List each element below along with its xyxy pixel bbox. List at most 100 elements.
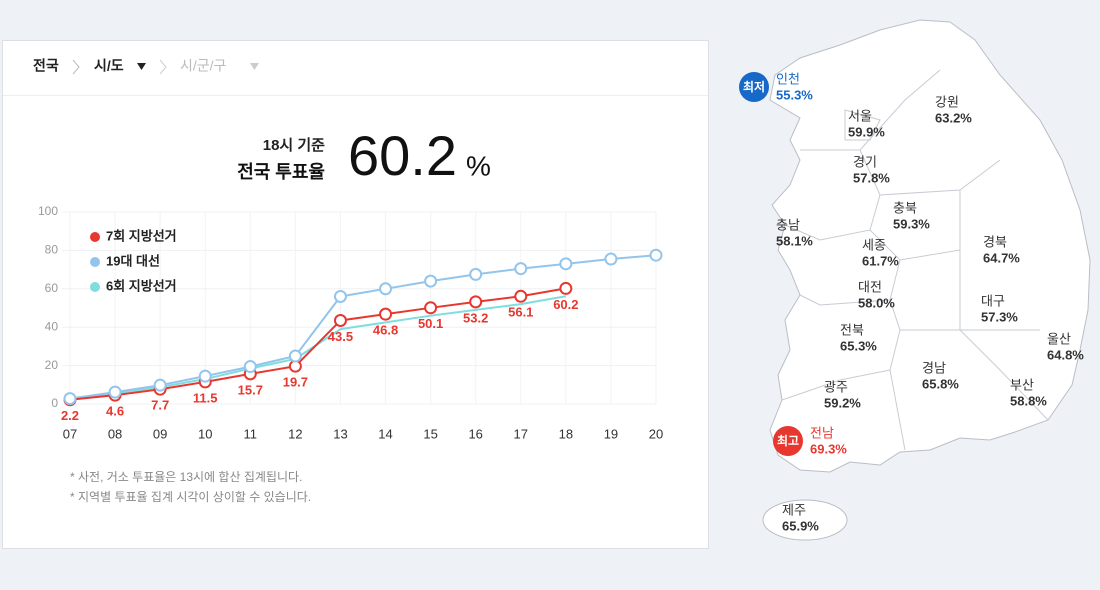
point (333, 289, 347, 303)
y-tick-label: 40 (45, 319, 59, 333)
data-label: 4.6 (106, 404, 124, 419)
note: * 지역별 투표율 집계 시각이 상이할 수 있습니다. (70, 490, 311, 504)
jeju-island (762, 499, 848, 541)
data-label: 43.5 (328, 329, 353, 344)
region-name: 충북 (893, 200, 917, 215)
x-tick-label: 10 (198, 426, 212, 441)
x-tick-label: 16 (468, 426, 482, 441)
point (514, 289, 528, 303)
point (153, 378, 167, 392)
region-turnout: 58.8% (1010, 393, 1047, 408)
region-name: 세종 (862, 237, 886, 252)
point (424, 274, 438, 288)
region-name: 충남 (776, 217, 800, 232)
region-turnout: 61.7% (862, 253, 899, 268)
headline-label: 전국 투표율 (237, 162, 325, 182)
point (559, 281, 573, 295)
x-tick-label: 11 (244, 426, 258, 441)
region-turnout: 64.7% (983, 250, 1020, 265)
legend-label: 19대 대선 (106, 253, 160, 268)
breadcrumb-province[interactable]: 시/도 (94, 58, 124, 74)
region-name: 대구 (981, 293, 1005, 308)
point (604, 252, 618, 266)
region-name: 경북 (983, 234, 1007, 249)
region-name: 울산 (1047, 331, 1071, 346)
region-turnout: 59.3% (893, 216, 930, 231)
point (63, 392, 77, 406)
x-tick-label: 14 (378, 426, 392, 441)
region-name: 인천 (776, 71, 800, 86)
region-turnout: 65.8% (922, 376, 959, 391)
y-tick-label: 100 (38, 204, 58, 218)
data-label: 2.2 (61, 408, 79, 423)
point (559, 257, 573, 271)
region-turnout: 65.9% (782, 518, 819, 533)
note: * 사전, 거소 투표율은 13시에 합산 집계됩니다. (70, 470, 302, 484)
data-label: 46.8 (373, 323, 398, 338)
region-turnout: 69.3% (810, 441, 847, 456)
point (649, 248, 663, 262)
x-tick-label: 12 (288, 426, 302, 441)
badge (739, 72, 769, 102)
region-turnout: 65.3% (840, 338, 877, 353)
point (514, 262, 528, 276)
data-label: 19.7 (283, 375, 308, 390)
dropdown-arrow (250, 63, 259, 70)
region-name: 경기 (853, 154, 877, 169)
data-label: 60.2 (553, 297, 578, 312)
point (469, 267, 483, 281)
headline-time: 18시 기준 (263, 137, 325, 154)
x-tick-label: 09 (153, 426, 167, 441)
region-turnout: 59.2% (824, 395, 861, 410)
x-tick-label: 20 (649, 426, 663, 441)
badge (773, 426, 803, 456)
region-turnout: 64.8% (1047, 347, 1084, 362)
region-turnout: 63.2% (935, 110, 972, 125)
region-turnout: 55.3% (776, 87, 813, 102)
data-label: 50.1 (418, 316, 443, 331)
region-turnout: 58.1% (776, 233, 813, 248)
data-label: 56.1 (508, 305, 533, 320)
legend-label: 6회 지방선거 (106, 278, 177, 293)
x-tick-label: 19 (604, 426, 618, 441)
region-name: 대전 (858, 279, 882, 294)
point (243, 360, 257, 374)
region-name: 서울 (848, 108, 872, 123)
region-turnout: 57.8% (853, 170, 890, 185)
region-name: 부산 (1010, 377, 1034, 392)
region-name: 전북 (840, 322, 864, 337)
y-tick-label: 0 (51, 396, 58, 410)
dropdown-arrow (137, 63, 146, 70)
legend-label: 7회 지방선거 (106, 228, 177, 243)
data-label: 53.2 (463, 310, 488, 325)
legend-swatch (90, 282, 100, 292)
region-name: 광주 (824, 379, 848, 394)
chevron (72, 59, 80, 75)
chevron (159, 59, 167, 75)
point (288, 349, 302, 363)
y-tick-label: 60 (45, 281, 59, 295)
province-borders (781, 69, 1049, 451)
series-line (69, 287, 567, 401)
x-tick-label: 17 (514, 426, 528, 441)
korea-map (762, 19, 1091, 541)
x-tick-label: 08 (108, 426, 122, 441)
x-tick-label: 15 (423, 426, 437, 441)
region-name: 강원 (935, 94, 959, 109)
y-tick-label: 80 (45, 243, 59, 257)
badge-label: 최저 (743, 79, 765, 94)
legend-swatch (90, 232, 100, 242)
point (469, 295, 483, 309)
point (333, 313, 347, 327)
x-tick-label: 13 (333, 426, 347, 441)
x-tick-label: 07 (63, 426, 77, 441)
point (379, 282, 393, 296)
region-turnout: 57.3% (981, 309, 1018, 324)
region-turnout: 58.0% (858, 295, 895, 310)
headline-unit: % (466, 150, 491, 181)
breadcrumb-nation[interactable]: 전국 (33, 58, 59, 74)
legend-swatch (90, 257, 100, 267)
region-name: 제주 (782, 502, 806, 517)
point (379, 307, 393, 321)
